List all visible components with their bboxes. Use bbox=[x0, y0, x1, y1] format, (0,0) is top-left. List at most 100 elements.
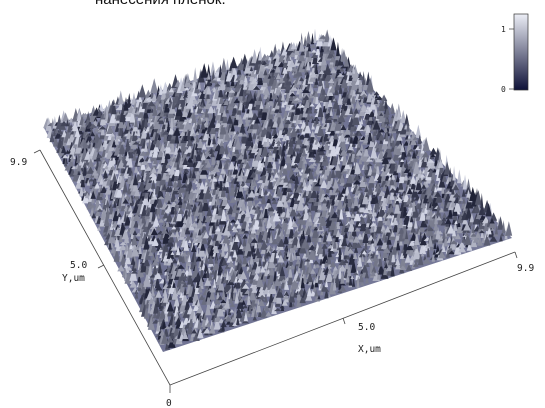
surface-spike bbox=[143, 256, 150, 267]
surface-spike bbox=[361, 250, 367, 255]
surface-spike bbox=[236, 297, 245, 309]
surface-spike bbox=[233, 307, 237, 320]
surface-spike bbox=[479, 214, 486, 220]
surface-spike bbox=[156, 195, 164, 208]
surface-spike bbox=[229, 169, 233, 176]
surface-spike bbox=[419, 207, 427, 221]
surface-spike bbox=[436, 204, 441, 210]
surface-spike bbox=[117, 90, 124, 105]
surface-spike bbox=[237, 131, 245, 137]
surface-spike bbox=[285, 204, 291, 218]
surface-spike bbox=[202, 130, 210, 141]
surface-spike bbox=[237, 115, 244, 124]
surface-spike bbox=[229, 247, 235, 256]
surface-spike bbox=[426, 186, 431, 195]
surface-spike bbox=[288, 264, 297, 270]
surface-spike bbox=[75, 178, 82, 189]
surface-spike bbox=[388, 212, 396, 216]
surface-spike bbox=[148, 109, 154, 119]
surface-spike bbox=[301, 147, 307, 157]
surface-spike bbox=[209, 139, 214, 148]
surface-spike bbox=[146, 290, 154, 300]
surface-spike bbox=[425, 168, 432, 181]
surface-spike bbox=[273, 249, 278, 264]
surface-spike bbox=[103, 126, 109, 141]
surface-spike bbox=[181, 253, 186, 264]
y-tick-mid: 5.0 bbox=[70, 260, 87, 271]
surface-spike bbox=[329, 201, 335, 215]
surface-spike bbox=[321, 75, 325, 90]
surface-spike bbox=[215, 180, 220, 187]
surface-spike bbox=[407, 148, 416, 152]
surface-spike bbox=[181, 196, 187, 209]
surface-spike bbox=[93, 117, 98, 122]
surface-spike bbox=[286, 70, 290, 79]
surface-spike bbox=[134, 187, 141, 197]
surface-spike bbox=[161, 228, 169, 234]
surface-spike bbox=[324, 253, 328, 260]
surface-spike bbox=[346, 210, 352, 217]
surface-spike bbox=[100, 186, 108, 194]
surface-spike bbox=[249, 66, 253, 72]
surface-spike bbox=[333, 129, 339, 140]
surface-spike bbox=[364, 105, 368, 110]
surface-spike bbox=[341, 75, 348, 88]
surface-spike bbox=[162, 251, 171, 262]
surface-spike bbox=[388, 203, 394, 212]
surface-spike bbox=[201, 222, 207, 227]
surface-spike bbox=[62, 154, 68, 159]
surface-spike bbox=[227, 304, 232, 316]
surface-spike bbox=[363, 207, 370, 213]
surface-spike bbox=[280, 226, 284, 240]
surface-spike bbox=[440, 220, 447, 226]
surface-spike bbox=[272, 154, 277, 170]
surface-spike bbox=[411, 200, 417, 206]
surface-spike bbox=[282, 294, 290, 300]
surface-spike bbox=[108, 141, 116, 152]
surface-spike bbox=[248, 189, 256, 198]
surface-spike bbox=[358, 191, 366, 200]
surface-spike bbox=[235, 307, 243, 319]
surface-spike bbox=[211, 69, 216, 81]
surface-spike bbox=[241, 99, 246, 113]
surface-spike bbox=[82, 162, 87, 168]
surface-spike bbox=[309, 131, 316, 144]
surface-spike bbox=[389, 186, 395, 200]
surface-spike bbox=[406, 138, 412, 153]
surface-spike bbox=[234, 161, 239, 170]
surface-spike bbox=[112, 209, 120, 222]
surface-spike bbox=[278, 76, 286, 83]
surface-spike bbox=[201, 148, 207, 157]
surface-spike bbox=[461, 200, 466, 209]
surface-spike bbox=[422, 257, 431, 264]
surface-spike bbox=[162, 129, 170, 135]
surface-spike bbox=[134, 116, 138, 128]
surface-spike bbox=[466, 189, 471, 198]
surface-spike bbox=[275, 111, 283, 118]
surface-spike bbox=[298, 51, 306, 62]
surface-spike bbox=[213, 316, 221, 330]
surface-spike bbox=[293, 97, 301, 101]
surface-spike bbox=[313, 105, 318, 114]
surface-spike bbox=[214, 227, 223, 232]
surface-spike bbox=[321, 286, 330, 292]
surface-spike bbox=[324, 71, 333, 82]
surface-spike bbox=[346, 172, 354, 184]
surface-spike bbox=[204, 214, 212, 223]
surface-spike bbox=[218, 253, 224, 260]
surface-spike bbox=[469, 212, 475, 223]
surface-spike bbox=[277, 238, 285, 247]
surface-spike bbox=[102, 160, 108, 165]
surface-spike bbox=[104, 136, 108, 150]
surface-spike bbox=[481, 216, 490, 224]
surface-spike bbox=[230, 180, 235, 188]
surface-spike bbox=[258, 135, 263, 149]
surface-spike bbox=[317, 208, 321, 213]
surface-spike bbox=[318, 76, 323, 86]
surface-spike bbox=[332, 98, 340, 109]
surface-spike bbox=[156, 319, 161, 332]
surface-spike bbox=[132, 173, 139, 186]
surface-spike bbox=[399, 125, 408, 135]
surface-spike bbox=[234, 137, 242, 150]
surface-spike bbox=[290, 42, 297, 50]
